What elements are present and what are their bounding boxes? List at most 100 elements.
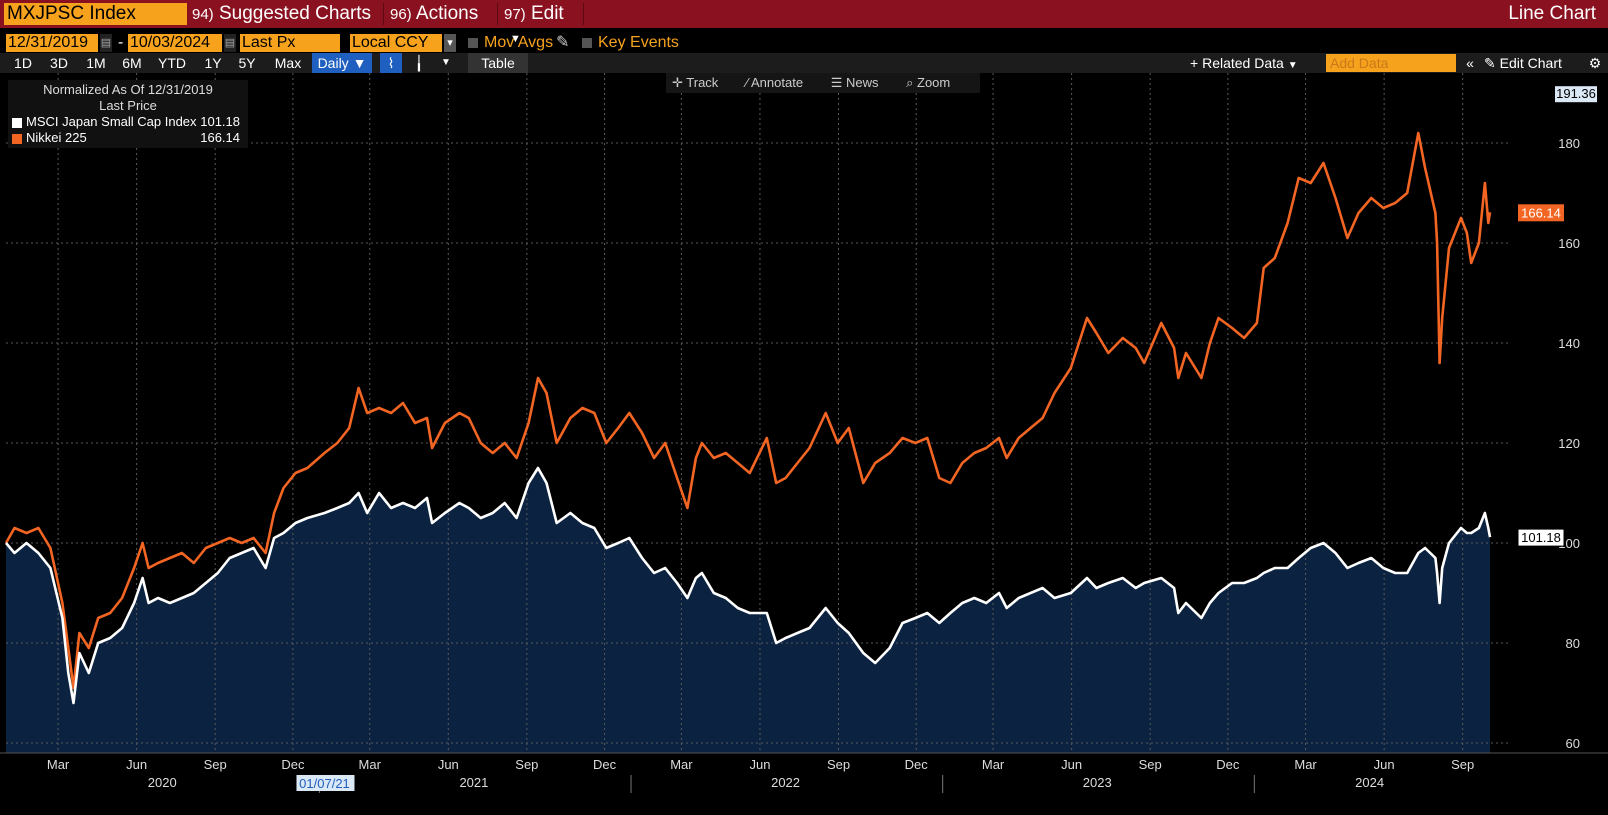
- x-year-label: 2023: [1083, 775, 1112, 790]
- y-top-badge: [1555, 86, 1597, 103]
- y-tick-label: 120: [1558, 436, 1580, 451]
- x-year-label: 2022: [771, 775, 800, 790]
- last-value-badge: [1518, 204, 1564, 222]
- key-events-checkbox[interactable]: [582, 38, 592, 48]
- legend-swatch: [12, 117, 22, 128]
- x-tick-label: Sep: [1139, 757, 1162, 772]
- x-tick-label: Mar: [359, 757, 382, 772]
- start-date-field[interactable]: 12/31/2019: [6, 34, 98, 52]
- menu-label: Edit: [530, 3, 564, 24]
- plus-icon: +: [1190, 55, 1199, 71]
- y-tick-label: 140: [1558, 336, 1580, 351]
- suggested-charts-menu[interactable]: 94) Suggested Charts ▼: [188, 3, 384, 45]
- periodicity-label: Daily: [317, 55, 349, 71]
- range-3d-button[interactable]: 3D: [50, 55, 68, 71]
- date-separator: -: [118, 34, 124, 51]
- range-toolbar: [0, 53, 1608, 73]
- area-layer: [6, 468, 1490, 753]
- menu-number: 94): [192, 6, 214, 23]
- x-tick-label: Jun: [749, 757, 770, 772]
- collapse-icon[interactable]: «: [1466, 55, 1474, 71]
- x-tick-label: Dec: [281, 757, 305, 772]
- x-tick-label: Dec: [905, 757, 929, 772]
- x-tick-label: Mar: [670, 757, 693, 772]
- last-value-badge: [1517, 528, 1565, 547]
- chevron-down-icon[interactable]: ▾: [444, 34, 456, 52]
- range-1m-button[interactable]: 1M: [86, 55, 106, 71]
- legend-item[interactable]: Nikkei 225 166.14: [12, 130, 244, 146]
- mov-avgs-label[interactable]: Mov Avgs: [484, 34, 554, 51]
- chart-legend: Normalized As Of 12/31/2019 Last Price M…: [8, 80, 248, 148]
- related-data-button[interactable]: + Related Data ▼: [1190, 53, 1298, 73]
- msci-area-fill: [6, 468, 1490, 753]
- crosshair-date-badge: [296, 775, 355, 791]
- last-value-label: 101.18: [1521, 530, 1561, 545]
- edit-chart-button[interactable]: ✎ Edit Chart: [1484, 53, 1562, 73]
- x-tick-label: Mar: [1294, 757, 1317, 772]
- x-tick-label: Jun: [1374, 757, 1395, 772]
- crosshair-date-label: 01/07/21: [299, 776, 350, 791]
- x-tick-label: Sep: [204, 757, 227, 772]
- x-tick-label: Mar: [982, 757, 1005, 772]
- news-tool[interactable]: ☰ News: [830, 75, 879, 90]
- y-tick-label: 180: [1558, 136, 1580, 151]
- x-tick-label: Dec: [593, 757, 617, 772]
- zoom-tool[interactable]: ⌕ Zoom: [906, 75, 951, 90]
- calendar-icon[interactable]: ▤: [100, 34, 112, 52]
- pencil-icon[interactable]: ✎: [556, 34, 570, 51]
- line-layer: [4, 131, 1492, 705]
- legend-item[interactable]: MSCI Japan Small Cap Index 101.18: [12, 114, 244, 130]
- chevron-down-icon: ▼: [510, 33, 521, 45]
- menu-number: 96): [390, 6, 412, 23]
- currency-selector[interactable]: Local CCY: [350, 34, 442, 52]
- range-5y-button[interactable]: 5Y: [238, 55, 256, 71]
- legend-name: Nikkei 225: [26, 130, 87, 145]
- add-data-input[interactable]: Add Data: [1326, 54, 1456, 72]
- track-tool[interactable]: ✛ Track: [672, 75, 719, 90]
- y-top-label: 191.36: [1556, 86, 1596, 101]
- x-tick-label: Mar: [47, 757, 70, 772]
- menu-label: Actions: [415, 3, 479, 24]
- y-tick-label: 80: [1566, 636, 1580, 651]
- candlestick-icon[interactable]: ╽: [414, 55, 424, 71]
- range-ytd-button[interactable]: YTD: [158, 55, 186, 71]
- x-tick-label: Jun: [126, 757, 147, 772]
- field-selector[interactable]: Last Px: [240, 34, 340, 52]
- annotate-tool[interactable]: ∕ Annotate: [745, 75, 804, 90]
- legend-value: 101.18: [200, 114, 240, 129]
- last-price-label: Last Price: [99, 98, 157, 113]
- table-button[interactable]: Table: [468, 53, 528, 73]
- edit-menu[interactable]: 97) Edit ▼: [500, 3, 584, 45]
- x-tick-label: Dec: [1216, 757, 1240, 772]
- y-tick-label: 60: [1566, 736, 1580, 751]
- range-6m-button[interactable]: 6M: [122, 55, 142, 71]
- range-1d-button[interactable]: 1D: [14, 55, 32, 71]
- related-data-label: Related Data: [1202, 55, 1284, 71]
- mov-avgs-checkbox[interactable]: [468, 38, 478, 48]
- chevron-down-icon[interactable]: ▼: [441, 57, 451, 68]
- x-tick-label: Jun: [438, 757, 459, 772]
- x-tick-label: Sep: [1451, 757, 1474, 772]
- menu-label: Suggested Charts: [218, 3, 372, 24]
- legend-swatch: [12, 133, 22, 144]
- edit-chart-label: Edit Chart: [1499, 55, 1562, 71]
- x-tick-label: Jun: [1061, 757, 1082, 772]
- gear-icon[interactable]: ⚙: [1588, 55, 1602, 71]
- ticker-field[interactable]: MXJPSC Index: [4, 3, 187, 25]
- end-date-field[interactable]: 10/03/2024: [128, 34, 222, 52]
- pencil-icon: ✎: [1484, 55, 1496, 71]
- chevron-down-icon: ▼: [1287, 60, 1298, 71]
- x-year-label: 2020: [148, 775, 177, 790]
- key-events-label[interactable]: Key Events: [598, 34, 679, 51]
- x-year-label: 2021: [459, 775, 488, 790]
- range-max-button[interactable]: Max: [274, 55, 302, 71]
- calendar-icon[interactable]: ▤: [224, 34, 236, 52]
- chart-type-title: Line Chart: [1508, 3, 1596, 24]
- msci-series-line: [5, 466, 1492, 705]
- periodicity-dropdown[interactable]: Daily ▼: [312, 53, 372, 73]
- range-1y-button[interactable]: 1Y: [204, 55, 222, 71]
- actions-menu[interactable]: 96) Actions ▼: [386, 3, 498, 45]
- line-chart-icon[interactable]: ⌇: [380, 53, 402, 73]
